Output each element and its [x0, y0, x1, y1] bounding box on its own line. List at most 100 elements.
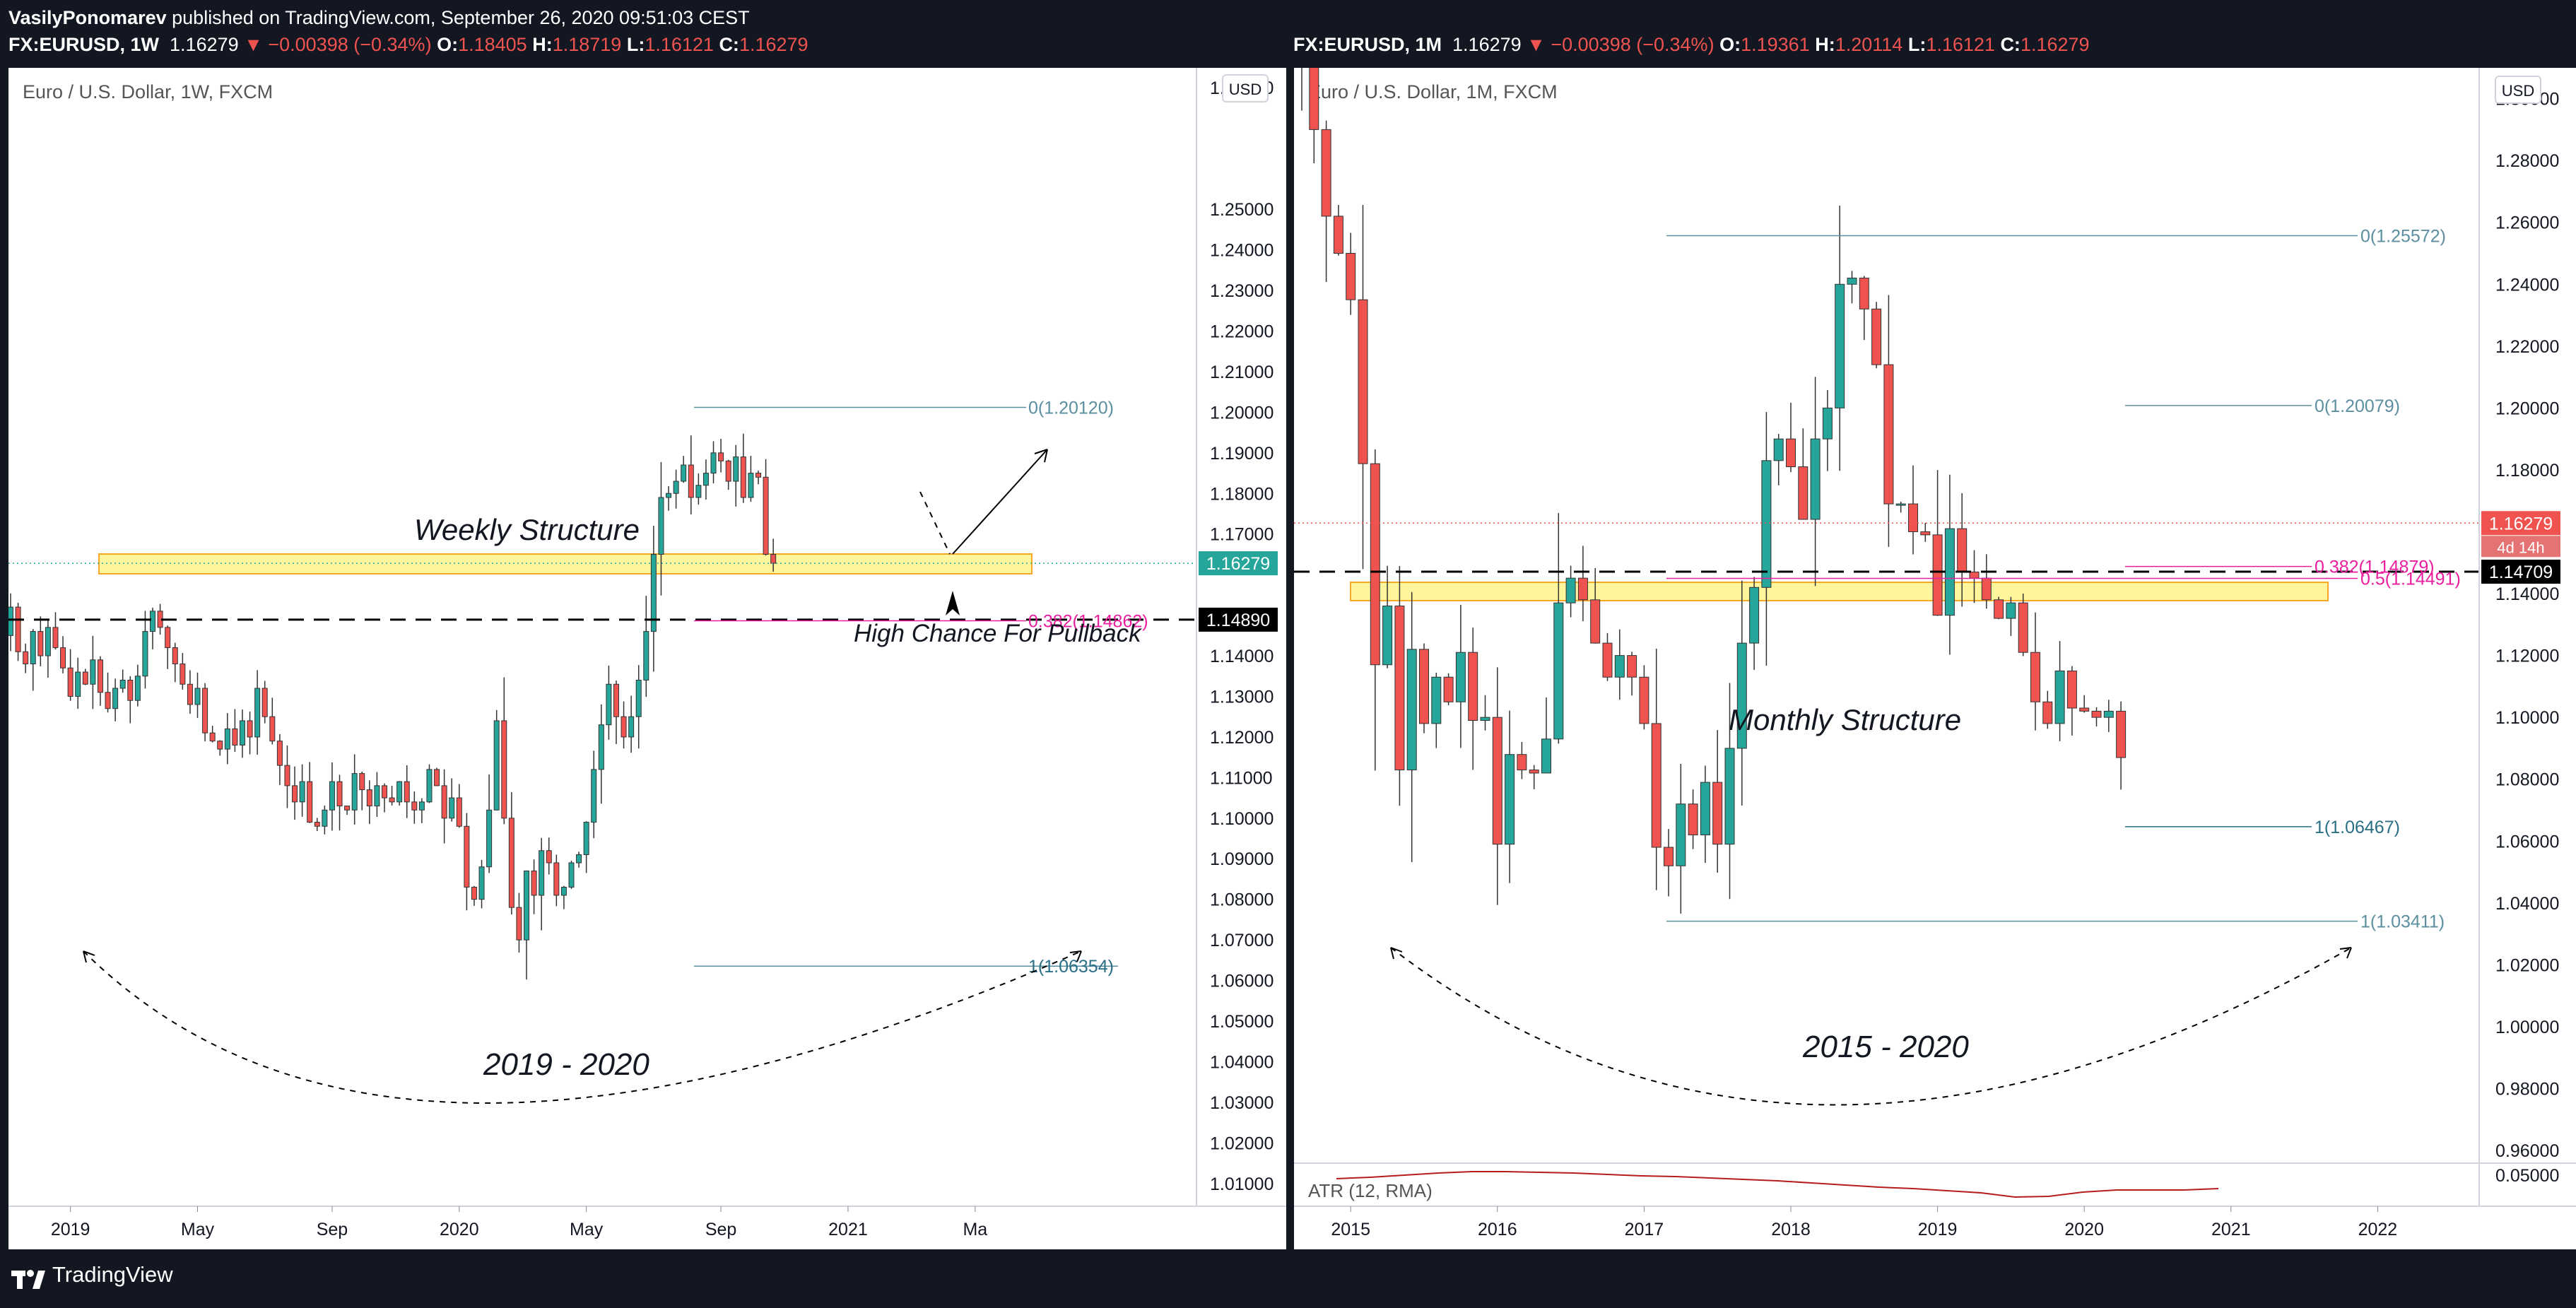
right-symbol: FX:EURUSD, 1M	[1293, 34, 1442, 55]
candle-body	[598, 724, 604, 770]
candle	[1932, 470, 1943, 616]
candle-body	[1406, 649, 1417, 771]
publisher-name: VasilyPonomarev	[8, 7, 167, 28]
candle-body	[284, 765, 290, 786]
candle-body	[1553, 602, 1564, 740]
right-price: 1.16279	[1452, 34, 1522, 55]
weekly-structure-label: Weekly Structure	[414, 513, 640, 546]
weekly-price-axis[interactable]: 1.280001.250001.240001.230001.220001.210…	[1199, 78, 1278, 1194]
candle-body	[382, 785, 387, 799]
candle-body	[531, 870, 537, 896]
candle	[501, 677, 507, 825]
candle	[464, 813, 470, 911]
candle	[30, 629, 36, 691]
candle	[2091, 707, 2102, 727]
candle	[1676, 764, 1686, 914]
monthly-time-axis[interactable]: 2015 2016 2017 2018 2019 2020 2021 2022	[1331, 1206, 2397, 1239]
candle	[681, 456, 687, 483]
candle	[374, 772, 380, 817]
candle	[1590, 567, 1601, 644]
candle	[1517, 741, 1527, 779]
candle	[1835, 205, 1845, 471]
candle	[299, 764, 305, 817]
candle-body	[1822, 407, 1833, 440]
candle-body	[307, 781, 313, 823]
candle-body	[718, 452, 724, 461]
candle	[1736, 580, 1747, 806]
weekly-support-zone	[98, 553, 1033, 575]
time-tick-label: 2021	[2211, 1220, 2251, 1239]
candle	[112, 678, 119, 721]
candle-body	[471, 886, 477, 900]
candle-body	[1994, 599, 2004, 619]
price-tick-label: 1.18000	[1210, 484, 1274, 504]
fib-b-0-label: 0(1.20079)	[2315, 396, 2400, 416]
candle-body	[493, 720, 500, 811]
weekly-chart[interactable]: Euro / U.S. Dollar, 1W, FXCM 0(1.20120) 0…	[8, 68, 1286, 1249]
monthly-countdown-marker	[2481, 536, 2560, 558]
candle	[606, 665, 612, 740]
candle	[426, 764, 433, 803]
candle-body	[1749, 587, 1760, 644]
right-c-label: C:	[2000, 34, 2021, 55]
monthly-chart[interactable]: Euro / U.S. Dollar, 1M, FXCM 0(1.25572) 1…	[1294, 68, 2576, 1249]
candle	[1627, 652, 1637, 696]
candle	[568, 860, 575, 889]
left-symbol: FX:EURUSD, 1W	[8, 34, 160, 55]
price-tick-label: 1.12000	[2495, 647, 2559, 666]
price-tick-label: 1.08000	[1210, 890, 1274, 910]
monthly-price-axis[interactable]: 1.300001.280001.260001.240001.220001.200…	[2481, 90, 2560, 1186]
monthly-chart-title: Euro / U.S. Dollar, 1M, FXCM	[1308, 81, 1558, 102]
candle-body	[524, 870, 530, 941]
candle	[673, 469, 679, 509]
candle	[1957, 493, 1968, 607]
weekly-currency-badge[interactable]	[1222, 74, 1269, 102]
price-tick-label: 1.21000	[1210, 363, 1274, 382]
candle	[336, 774, 343, 831]
candle-body	[1590, 599, 1601, 644]
candle	[471, 885, 477, 906]
tradingview-brand[interactable]: TradingView	[52, 1262, 173, 1287]
candle	[276, 733, 283, 785]
candle-body	[583, 822, 589, 855]
candle	[202, 683, 208, 742]
publish-line: VasilyPonomarev published on TradingView…	[8, 7, 750, 29]
candle-body	[37, 631, 44, 656]
weekly-time-axis[interactable]: 2019 May Sep 2020 May Sep 2021 Ma	[51, 1206, 987, 1239]
candle	[75, 657, 81, 709]
candle	[239, 709, 245, 758]
candle	[2006, 596, 2016, 636]
candle-body	[1333, 216, 1343, 254]
candle	[359, 771, 365, 811]
candle-body	[1847, 278, 1857, 285]
weekly-arc-arrow-right	[1069, 950, 1082, 962]
candle-body	[1419, 649, 1429, 724]
monthly-level-price-label: 1.14709	[2489, 562, 2553, 582]
fib-label-0382: 0.382(1.14862)	[1028, 612, 1148, 632]
candle-body	[546, 850, 552, 864]
monthly-currency-badge[interactable]	[2495, 76, 2541, 104]
monthly-arc-arrow-right	[2339, 947, 2352, 959]
candle	[105, 672, 111, 713]
candle-body	[516, 907, 522, 941]
candle-body	[1651, 723, 1662, 848]
left-l-label: L:	[626, 34, 645, 55]
candle-body	[209, 732, 216, 742]
weekly-annotations: Weekly Structure High Chance For Pullback…	[83, 449, 1142, 1104]
candle	[1301, 68, 1302, 111]
right-ohlc-line: FX:EURUSD, 1M 1.16279 ▼ −0.00398 (−0.34%…	[1293, 34, 2090, 56]
time-tick-label: Sep	[705, 1220, 736, 1239]
candle	[441, 769, 447, 844]
candle-body	[336, 781, 343, 807]
candle	[1883, 295, 1894, 547]
candle	[1419, 643, 1429, 733]
candle	[1346, 232, 1356, 315]
candle	[292, 766, 298, 820]
price-tick-label: 1.01000	[1210, 1174, 1274, 1194]
price-tick-label: 0.98000	[2495, 1079, 2559, 1099]
candle-body	[606, 683, 612, 726]
candle-body	[539, 850, 545, 896]
price-tick-label: 1.25000	[1210, 200, 1274, 220]
candle	[2054, 641, 2065, 741]
tradingview-logo-icon[interactable]	[10, 1263, 49, 1295]
